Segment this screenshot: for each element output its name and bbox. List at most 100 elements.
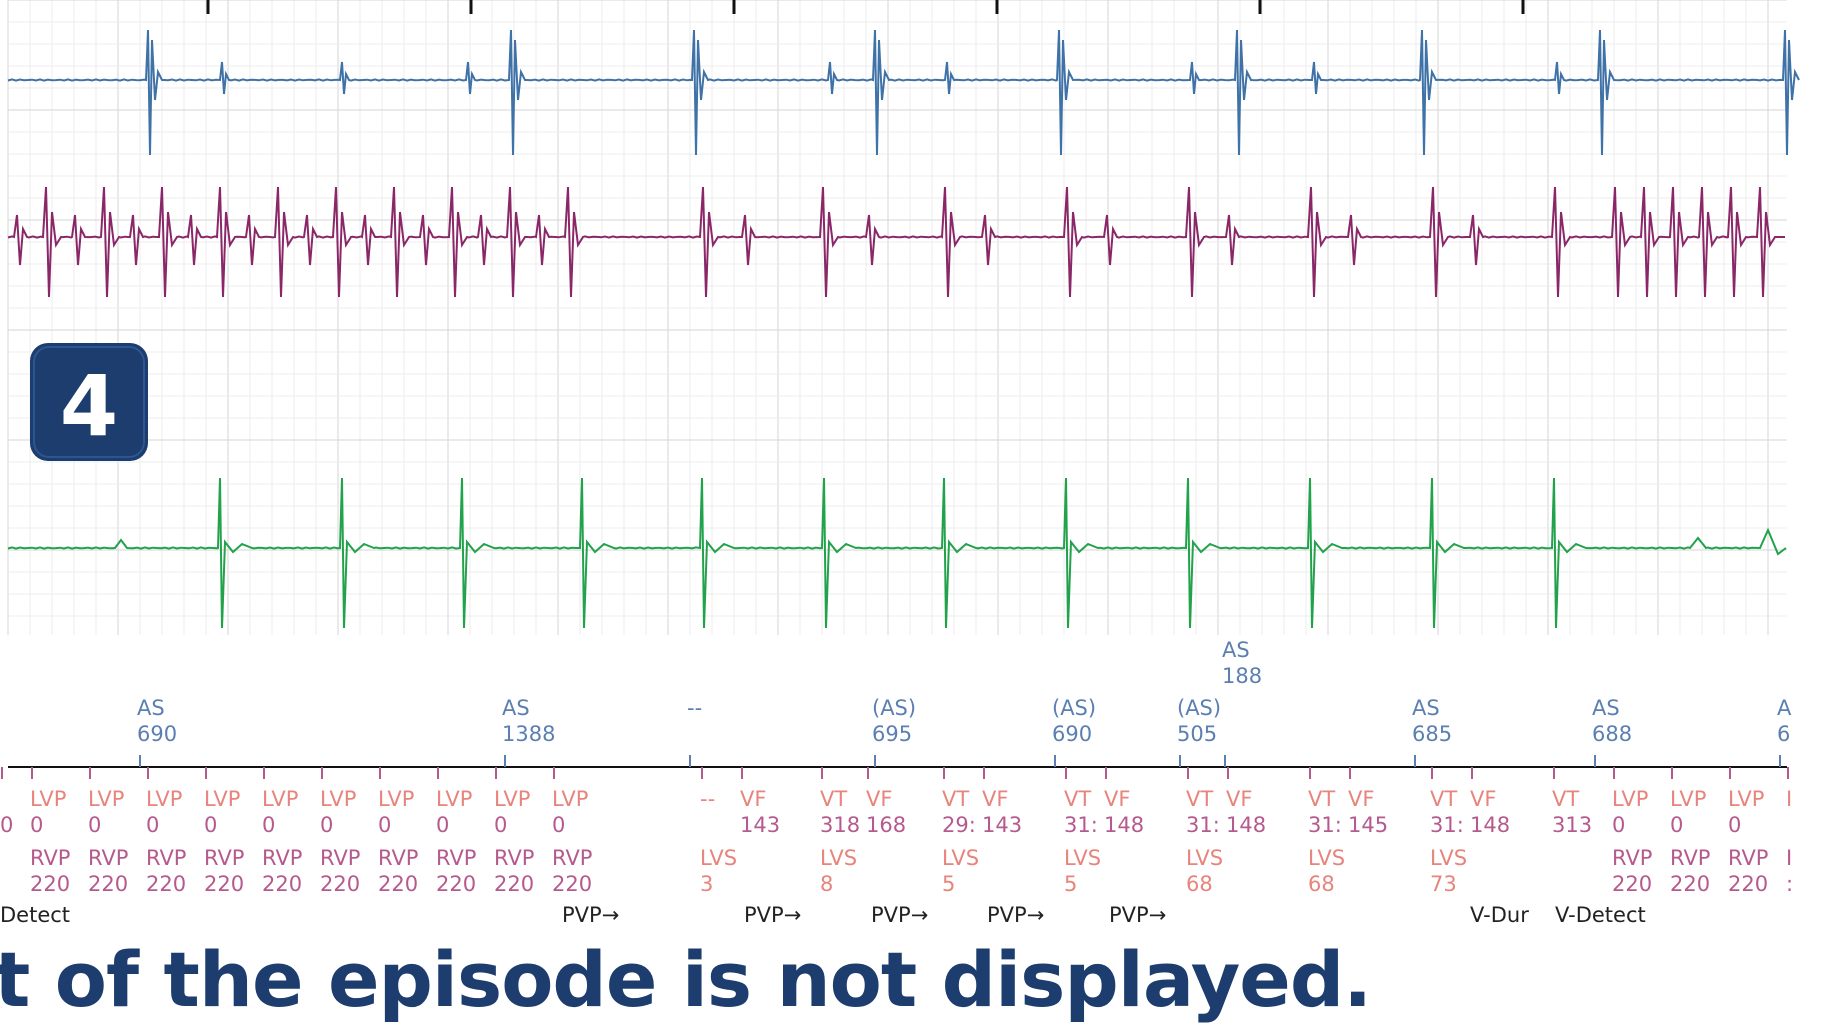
ventricular-marker-label: VT xyxy=(820,787,847,811)
rv-marker-label: RVP xyxy=(436,846,476,870)
lvs-marker-label: LVS xyxy=(1186,846,1223,870)
atrial-marker-value: 688 xyxy=(1592,722,1632,746)
atrial-marker-value: 690 xyxy=(1052,722,1092,746)
ventricular-marker-label: LVP xyxy=(262,787,298,811)
ventricular-marker-label: I xyxy=(1786,787,1792,811)
ventricular-marker-value: 0 xyxy=(30,813,43,837)
atrial-marker: -- xyxy=(687,696,702,767)
ventricular-marker-value: 0 xyxy=(262,813,275,837)
rv-marker-label: RVP xyxy=(30,846,70,870)
rv-marker-value: 220 xyxy=(88,872,128,896)
egm-channel-3-trace xyxy=(7,477,1787,629)
atrial-marker-label: (AS) xyxy=(1177,696,1221,720)
atrial-marker-label: (AS) xyxy=(1052,696,1096,720)
ventricular-marker-label: VF xyxy=(866,787,892,811)
rv-marker-value: 220 xyxy=(262,872,302,896)
ventricular-marker-value: 31: xyxy=(1308,813,1342,837)
atrial-marker-value: 690 xyxy=(137,722,177,746)
lvs-marker-label: LVS xyxy=(700,846,737,870)
ventricular-marker-label: LVP xyxy=(1670,787,1706,811)
ventricular-marker-value: 148 xyxy=(1104,813,1144,837)
ventricular-marker-value: 143 xyxy=(982,813,1022,837)
ventricular-marker-value: 31: xyxy=(1430,813,1464,837)
rv-marker-value: : xyxy=(1786,872,1793,896)
rv-marker-value: 220 xyxy=(1670,872,1710,896)
ventricular-marker-value: 29: xyxy=(942,813,976,837)
rv-marker-value: 220 xyxy=(1728,872,1768,896)
ventricular-marker: I I: xyxy=(1786,767,1793,896)
ventricular-marker-value: 148 xyxy=(1470,813,1510,837)
lvs-marker-label: LVS xyxy=(1430,846,1467,870)
ventricular-marker-value: 0 xyxy=(204,813,217,837)
lvs-marker-value: 3 xyxy=(700,872,713,896)
ventricular-marker-value: 0 xyxy=(494,813,507,837)
atrial-marker-label: A xyxy=(1777,696,1792,720)
rv-marker-label: RVP xyxy=(262,846,302,870)
status-marker: V-Detect xyxy=(1555,903,1646,927)
atrial-marker-label: AS xyxy=(1412,696,1440,720)
rv-marker-label: RVP xyxy=(378,846,418,870)
lvs-marker-label: LVS xyxy=(820,846,857,870)
rv-marker-value: 220 xyxy=(146,872,186,896)
status-marker: PVP→ xyxy=(744,903,801,927)
ventricular-marker: 0 xyxy=(0,767,13,837)
ventricular-marker-label: LVP xyxy=(552,787,588,811)
rv-marker-label: RVP xyxy=(1670,846,1710,870)
sweep-ticks xyxy=(206,0,1525,14)
atrial-marker-label: AS xyxy=(1592,696,1620,720)
lvs-marker-value: 5 xyxy=(942,872,955,896)
ventricular-marker-label: VT xyxy=(1430,787,1457,811)
status-marker: Detect xyxy=(0,903,70,927)
ventricular-marker-label: VF xyxy=(1348,787,1374,811)
ventricular-marker-label: LVP xyxy=(204,787,240,811)
ventricular-marker-value: 0 xyxy=(1612,813,1625,837)
ventricular-marker-value: 0 xyxy=(378,813,391,837)
egm-channel-2-trace xyxy=(7,186,1785,298)
lvs-marker-value: 73 xyxy=(1430,872,1457,896)
rv-marker-label: RVP xyxy=(552,846,592,870)
ventricular-marker-value: 0 xyxy=(552,813,565,837)
ventricular-marker-value: 0 xyxy=(88,813,101,837)
ventricular-marker-label: VT xyxy=(1064,787,1091,811)
lvs-marker-value: 68 xyxy=(1186,872,1213,896)
ventricular-marker-value: 31: xyxy=(1064,813,1098,837)
rv-marker-label: RVP xyxy=(320,846,360,870)
rv-marker-label: RVP xyxy=(88,846,128,870)
atrial-marker-label: (AS) xyxy=(872,696,916,720)
step-badge: 4 xyxy=(30,343,148,461)
ventricular-marker-value: 0 xyxy=(436,813,449,837)
rv-marker-value: 220 xyxy=(30,872,70,896)
lvs-marker-label: LVS xyxy=(1308,846,1345,870)
status-marker: PVP→ xyxy=(987,903,1044,927)
atrial-marker-label: AS xyxy=(502,696,530,720)
rv-marker-value: 220 xyxy=(494,872,534,896)
ventricular-marker-value: 0 xyxy=(146,813,159,837)
status-marker: PVP→ xyxy=(871,903,928,927)
egm-channel-1-trace xyxy=(7,29,1800,156)
atrial-marker-label: AS xyxy=(137,696,165,720)
